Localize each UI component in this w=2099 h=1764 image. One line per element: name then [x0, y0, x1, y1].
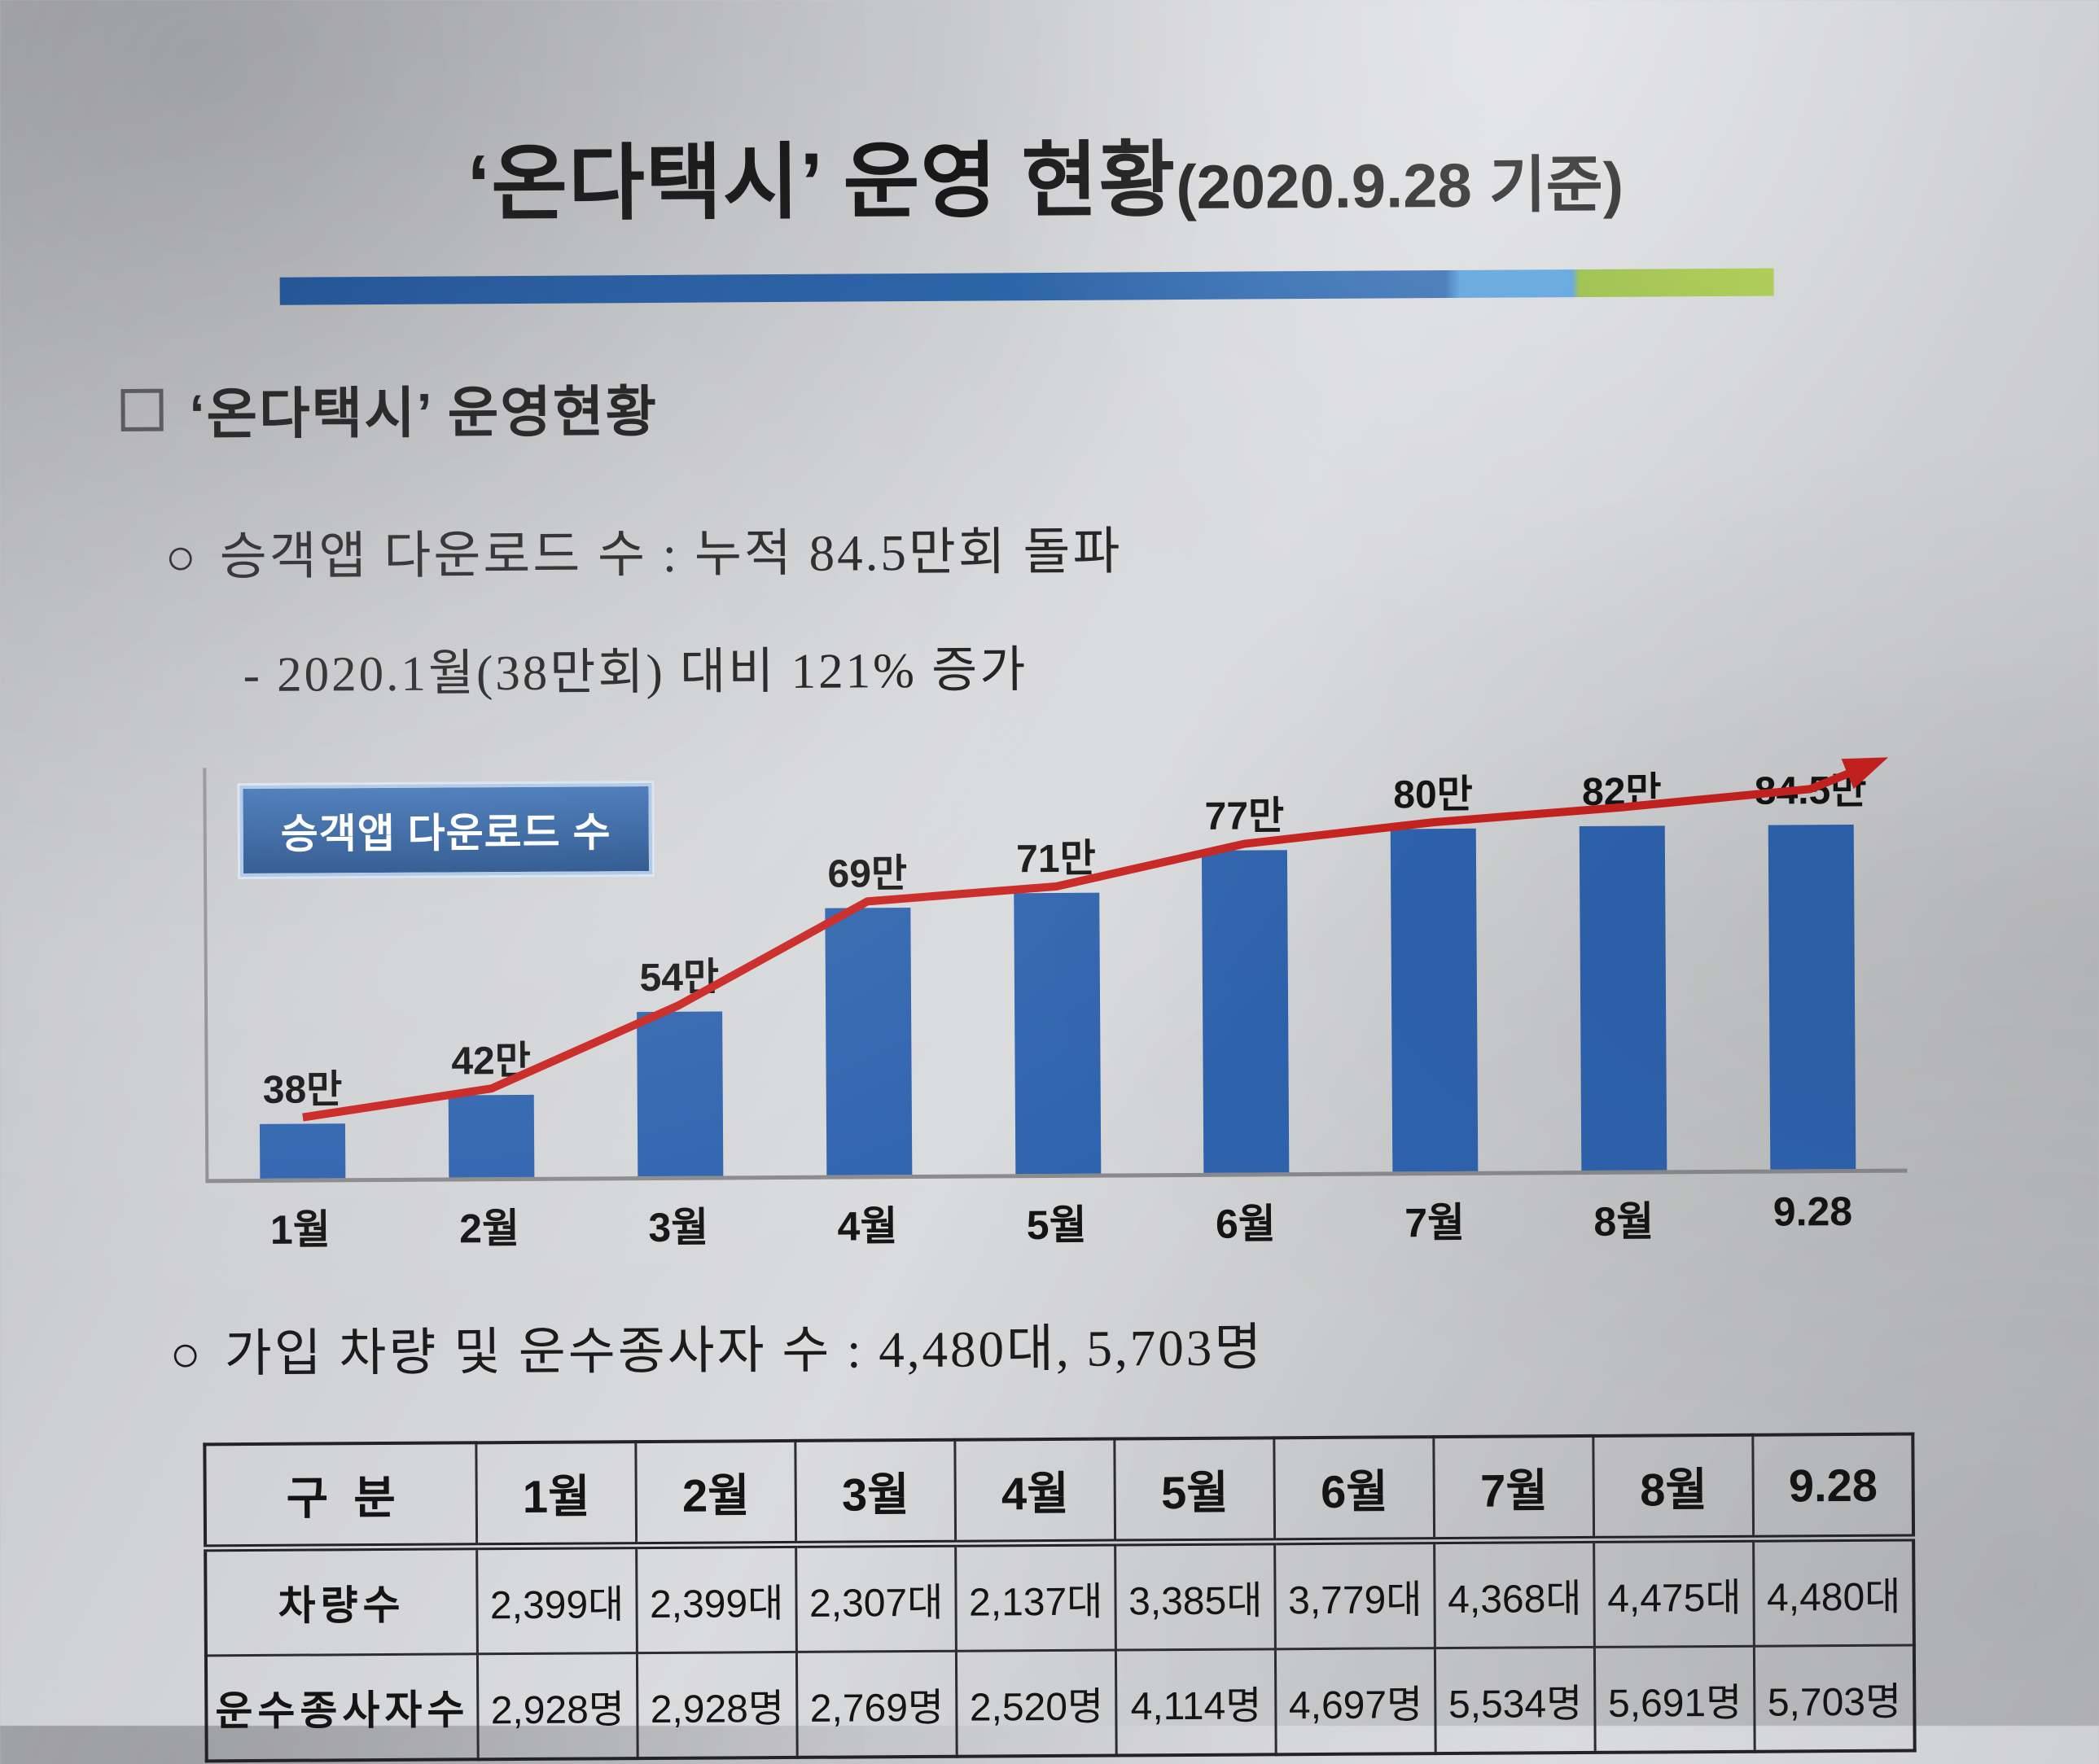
table-cell: 2,137대 — [955, 1542, 1116, 1652]
table-cell: 4,480대 — [1753, 1537, 1914, 1647]
x-axis-label: 1월 — [269, 1206, 331, 1254]
table-head: 구 분 1월 2월 3월 4월 5월 6월 7월 8월 9.28 — [204, 1434, 1914, 1548]
table-cell: 4,114명 — [1115, 1648, 1277, 1756]
table-header-cell: 5월 — [1115, 1438, 1275, 1543]
bar-value-label: 54만 — [639, 956, 720, 1000]
table-cell: 2,928명 — [477, 1652, 638, 1760]
table-header-cell: 6월 — [1274, 1437, 1435, 1542]
square-bullet-icon — [121, 388, 164, 431]
page-title-main: ‘온다택시’ 운영 현황 — [467, 134, 1177, 231]
chart-bar — [260, 1123, 346, 1180]
chart-bar-group: 82만 — [1527, 759, 1719, 1171]
downloads-sub-bullet: - 2020.1월(38만회) 대비 121% 증가 — [243, 643, 1028, 703]
table-body: 차량수 2,399대 2,399대 2,307대 2,137대 3,385대 3,779대 4… — [205, 1537, 1915, 1762]
bar-value-label: 42만 — [451, 1040, 532, 1083]
members-bullet: ○ 가입 차량 및 운수종사자 수 : 4,480대, 5,703명 — [169, 1314, 2099, 1385]
chart-bar — [637, 1011, 724, 1177]
members-bullet-text: 가입 차량 및 운수종사자 수 : 4,480대, 5,703명 — [224, 1319, 1264, 1383]
table-header-cell: 7월 — [1434, 1435, 1594, 1541]
table-header-cell: 구 분 — [204, 1442, 477, 1548]
bar-value-label: 82만 — [1581, 770, 1662, 815]
section-heading-label: ‘온다택시’ 운영현황 — [189, 380, 659, 446]
bar-value-label: 71만 — [1016, 838, 1096, 882]
chart-bar — [825, 908, 913, 1176]
bar-value-label: 77만 — [1204, 794, 1285, 839]
x-axis-label: 2월 — [458, 1206, 520, 1252]
divider-gradient-bar — [279, 268, 1774, 305]
table-cell: 5,703명 — [1754, 1644, 1915, 1752]
x-axis-label: 5월 — [1026, 1202, 1087, 1249]
x-axis-label: 3월 — [648, 1205, 709, 1251]
bar-value-label: 80만 — [1393, 773, 1474, 817]
chart-bar — [1390, 829, 1479, 1172]
x-axis-label: 7월 — [1404, 1200, 1466, 1246]
chart-bar-group: 69만 — [773, 764, 964, 1176]
page-title-sub: (2020.9.28 기준) — [1176, 150, 1624, 223]
table-row: 운수종사자수 2,928명 2,928명 2,769명 2,520명 4,114명 4,69… — [205, 1644, 1915, 1762]
table-row-label: 차량수 — [205, 1546, 478, 1656]
page-title: ‘온다택시’ 운영 현황(2020.9.28 기준) — [0, 107, 2095, 240]
table-header-cell: 2월 — [635, 1440, 796, 1546]
table-row: 차량수 2,399대 2,399대 2,307대 2,137대 3,385대 3,779대 4… — [205, 1537, 1914, 1656]
bar-value-label: 38만 — [262, 1068, 343, 1113]
table-header-cell: 9.28 — [1753, 1434, 1914, 1539]
table-cell: 2,399대 — [476, 1545, 638, 1654]
circle-bullet-icon: ○ — [169, 1325, 204, 1384]
table-cell: 5,534명 — [1435, 1647, 1596, 1753]
table-cell: 2,307대 — [795, 1543, 957, 1652]
chart-bar-group: 77만 — [1150, 761, 1341, 1174]
table-header-row: 구 분 1월 2월 3월 4월 5월 6월 7월 8월 9.28 — [204, 1434, 1914, 1548]
table-header-cell: 4월 — [954, 1438, 1115, 1544]
section-heading: ‘온다택시’ 운영현황 — [121, 357, 2097, 450]
chart-bar-group: 84.5만 — [1716, 758, 1907, 1171]
table-cell: 2,928명 — [637, 1652, 798, 1758]
downloads-bar-chart: 승객앱 다운로드 수 38만 42만 54만 69만 71만 77만 80만 82만 84.5만… — [203, 757, 1908, 1257]
chart-bar — [1202, 850, 1290, 1174]
chart-bar — [1768, 825, 1856, 1171]
downloads-bullet: ○ 승객앱 다운로드 수 : 누적 84.5만회 돌파 — [164, 516, 2097, 587]
table-cell: 3,385대 — [1115, 1541, 1276, 1650]
chart-bar — [1013, 893, 1101, 1175]
bar-value-label: 84.5만 — [1754, 769, 1867, 814]
table-cell: 2,399대 — [636, 1544, 797, 1653]
chart-bar-group: 71만 — [961, 763, 1152, 1175]
x-axis-label: 4월 — [837, 1203, 898, 1250]
x-axis-label: 6월 — [1215, 1201, 1276, 1248]
table-cell: 4,368대 — [1434, 1539, 1595, 1648]
chart-bar — [448, 1095, 535, 1178]
table-cell: 4,697명 — [1275, 1648, 1436, 1755]
chart-legend: 승객앱 다운로드 수 — [239, 783, 652, 878]
x-axis-label: 8월 — [1593, 1198, 1654, 1245]
table-header-cell: 8월 — [1593, 1434, 1754, 1540]
table-row-label: 운수종사자수 — [205, 1653, 479, 1762]
chart-bar — [1579, 825, 1667, 1171]
stats-table: 구 분 1월 2월 3월 4월 5월 6월 7월 8월 9.28 차량수 2,399대 2,399대 2… — [203, 1432, 1917, 1763]
stats-table-wrap: 구 분 1월 2월 3월 4월 5월 6월 7월 8월 9.28 차량수 2,399대 2,399대 2… — [203, 1431, 2099, 1763]
table-cell: 2,520명 — [956, 1649, 1117, 1757]
circle-bullet-icon: ○ — [164, 528, 199, 586]
bar-value-label: 69만 — [827, 852, 908, 897]
table-header-cell: 1월 — [475, 1441, 637, 1547]
table-cell: 3,779대 — [1274, 1540, 1435, 1649]
chart-bar-group: 80만 — [1339, 760, 1530, 1172]
table-cell: 5,691명 — [1594, 1646, 1755, 1753]
table-cell: 2,769명 — [796, 1651, 957, 1757]
table-header-cell: 3월 — [795, 1439, 956, 1545]
x-axis-label: 9.28 — [1773, 1188, 1853, 1236]
downloads-bullet-text: 승객앱 다운로드 수 : 누적 84.5만회 돌파 — [219, 523, 1123, 586]
table-cell: 4,475대 — [1593, 1539, 1755, 1648]
chart-months: 1월 2월 3월 4월 5월 6월 7월 8월 9.28 — [205, 1188, 1907, 1257]
